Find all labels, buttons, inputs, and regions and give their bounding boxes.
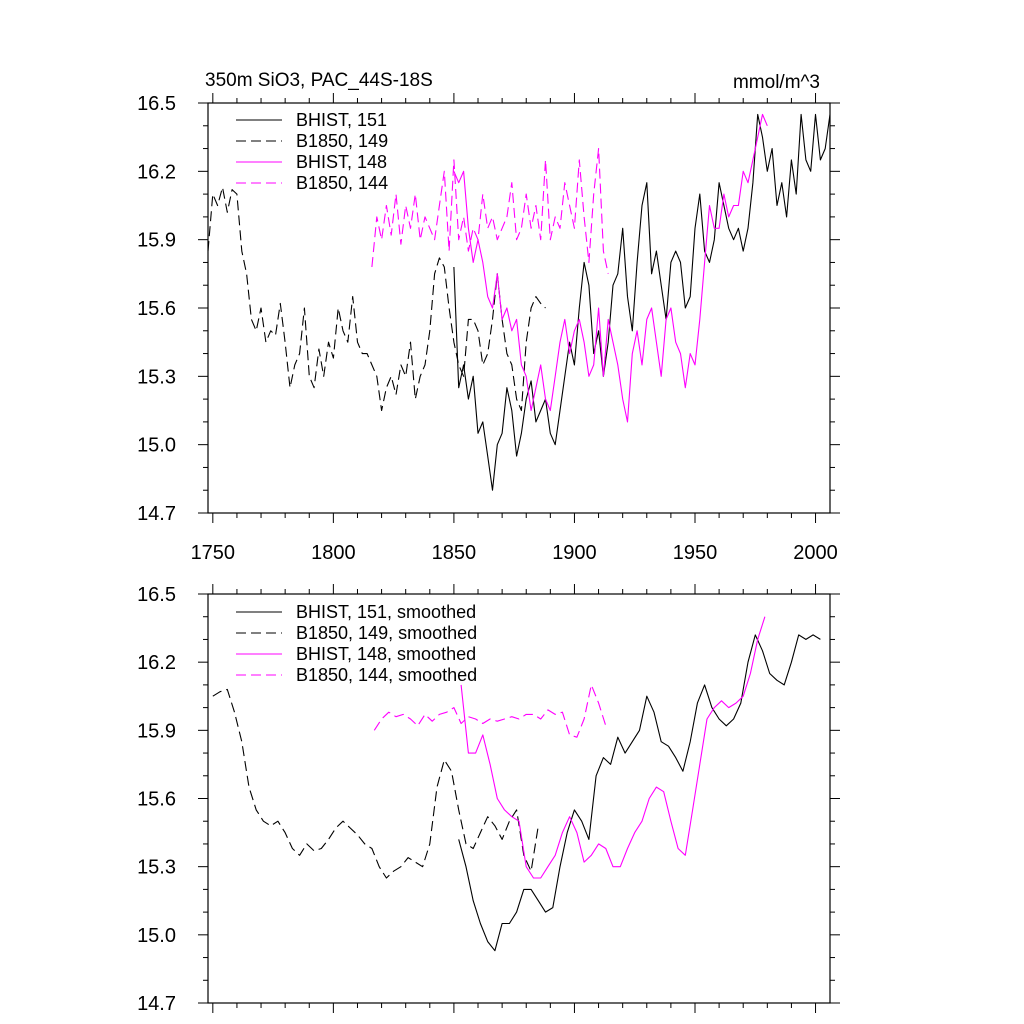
units-label: mmol/m^3 xyxy=(733,72,820,93)
series-line-2 xyxy=(212,688,539,879)
y-tick-label: 15.9 xyxy=(137,720,176,742)
series-line-3 xyxy=(460,616,766,879)
legend-label: BHIST, 148 xyxy=(296,152,387,172)
x-tick-label: 1800 xyxy=(311,542,356,564)
x-tick-label: 1750 xyxy=(191,542,236,564)
legend-label: B1850, 144, smoothed xyxy=(296,665,477,685)
series-line-2 xyxy=(207,186,546,412)
y-tick-label: 16.5 xyxy=(137,93,176,115)
series-line-4 xyxy=(373,684,607,738)
y-tick-label: 15.6 xyxy=(137,298,176,320)
y-tick-label: 16.2 xyxy=(137,161,176,183)
series-line-3 xyxy=(453,113,768,423)
chart-title: 350m SiO3, PAC_44S-18S xyxy=(205,70,433,91)
x-tick-label: 1950 xyxy=(673,542,718,564)
y-tick-label: 16.2 xyxy=(137,652,176,674)
y-tick-label: 15.0 xyxy=(137,435,176,457)
x-tick-label: 2000 xyxy=(793,542,838,564)
legend-label: B1850, 149 xyxy=(296,131,388,151)
y-tick-label: 16.5 xyxy=(137,584,176,606)
top-panel: 350m SiO3, PAC_44S-18S mmol/m^3 14.7 15.0… xyxy=(137,70,840,564)
series-line-1 xyxy=(453,113,831,491)
series-line-1 xyxy=(458,634,821,952)
legend-label: BHIST, 151 xyxy=(296,110,387,130)
x-tick-label: 1900 xyxy=(552,542,597,564)
y-tick-label: 15.0 xyxy=(137,925,176,947)
y-tick-label: 14.7 xyxy=(137,503,176,525)
series-line-4 xyxy=(371,148,609,274)
y-tick-label: 15.9 xyxy=(137,230,176,252)
y-tick-label: 14.7 xyxy=(137,993,176,1015)
bottom-panel: 14.7 15.0 15.3 15.6 15.9 16.2 16.5 BHIST, 151, … xyxy=(137,584,840,1015)
y-tick-label: 15.6 xyxy=(137,789,176,811)
x-tick-label: 1850 xyxy=(432,542,477,564)
legend-label: B1850, 144 xyxy=(296,173,388,193)
legend-label: BHIST, 151, smoothed xyxy=(296,602,476,622)
legend-label: B1850, 149, smoothed xyxy=(296,623,477,643)
legend-label: BHIST, 148, smoothed xyxy=(296,644,476,664)
y-tick-label: 15.3 xyxy=(137,366,176,388)
y-tick-label: 15.3 xyxy=(137,857,176,879)
